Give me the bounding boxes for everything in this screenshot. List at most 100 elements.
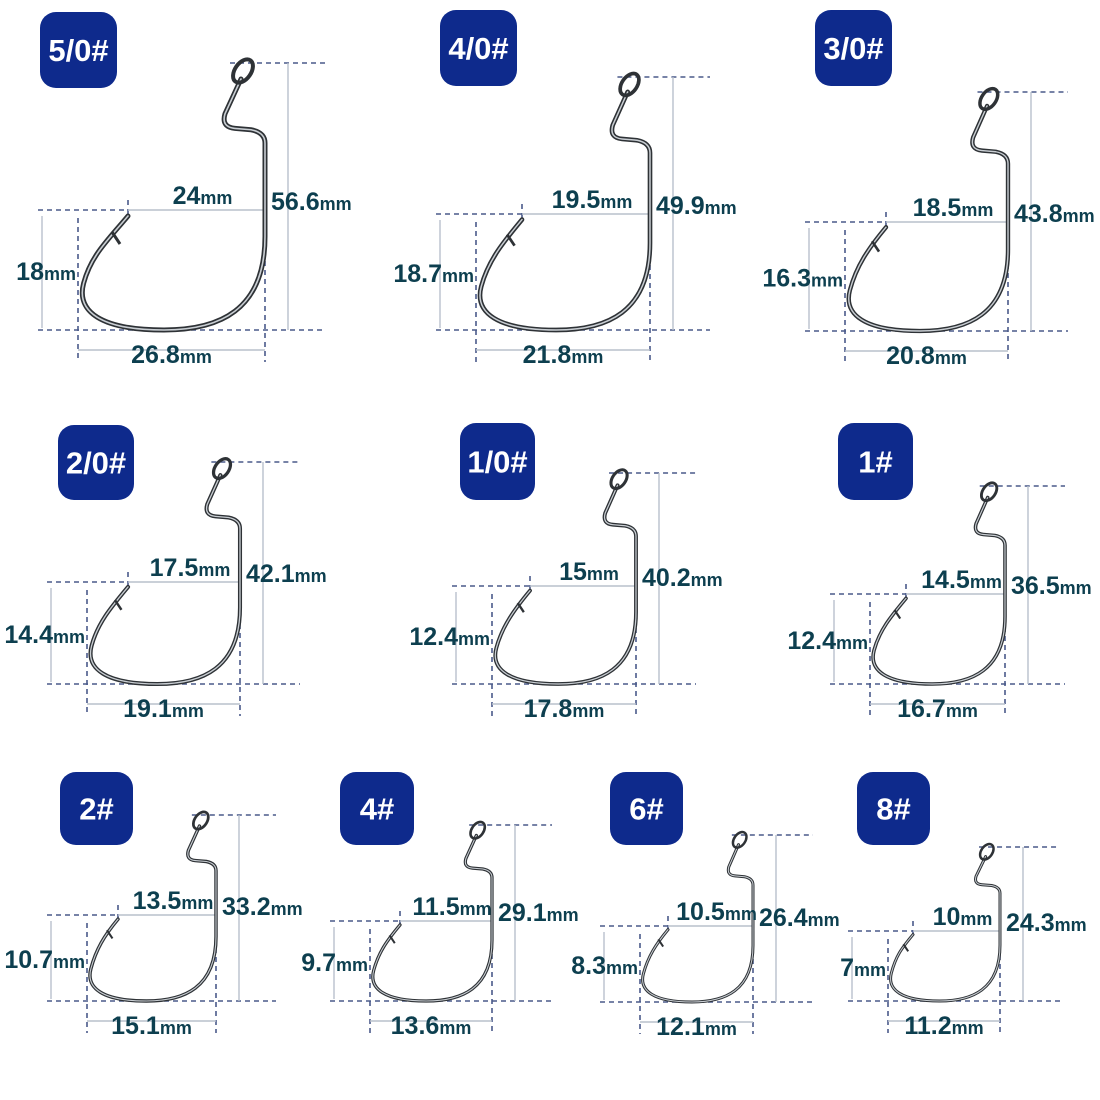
point-height-label-value: 10.7 <box>4 946 53 974</box>
hook-eye-icon <box>731 830 748 849</box>
gap-label-unit: mm <box>587 564 619 584</box>
width-label-value: 20.8 <box>886 342 935 370</box>
point-height-label: 9.7mm <box>301 949 368 977</box>
width-label-unit: mm <box>160 1018 192 1038</box>
size-badge <box>440 10 517 86</box>
gap-label-unit: mm <box>460 899 492 919</box>
hook-barb <box>902 943 910 952</box>
size-badge-label: 1/0# <box>467 445 527 480</box>
point-height-label: 18mm <box>16 258 76 286</box>
point-height-label-value: 16.3 <box>762 265 811 293</box>
hook-wire-highlight <box>848 105 1009 332</box>
width-label-value: 11.2 <box>904 1012 951 1040</box>
hook-wire-highlight <box>89 825 217 1002</box>
hook-wire-highlight <box>642 844 754 1003</box>
width-label-unit: mm <box>705 1019 737 1039</box>
point-height-label: 7mm <box>840 954 886 982</box>
size-badge-label: 5/0# <box>48 33 108 68</box>
hook-eye-icon <box>191 810 210 831</box>
width-label: 16.7mm <box>897 695 978 723</box>
length-label-value: 29.1 <box>498 899 547 927</box>
width-label-unit: mm <box>935 348 967 368</box>
length-label: 36.5mm <box>1011 572 1092 600</box>
length-label-unit: mm <box>1055 915 1087 935</box>
point-height-label-unit: mm <box>854 960 886 980</box>
size-badge <box>857 772 930 845</box>
gap-label-unit: mm <box>960 909 992 929</box>
width-label: 26.8mm <box>131 341 212 369</box>
point-height-label-value: 18.7 <box>393 260 442 288</box>
point-height-label: 18.7mm <box>393 260 474 288</box>
gap-label-unit: mm <box>970 572 1002 592</box>
width-label: 17.8mm <box>524 695 605 723</box>
size-badge <box>60 772 133 845</box>
hook-eye-icon <box>469 820 487 840</box>
length-label-value: 26.4 <box>759 904 808 932</box>
width-label: 13.6mm <box>391 1012 472 1040</box>
gap-label: 11.5mm <box>412 893 491 921</box>
hook-eye-icon <box>618 71 641 98</box>
point-height-label-value: 12.4 <box>409 623 458 651</box>
gap-label-unit: mm <box>961 200 993 220</box>
point-height-label-unit: mm <box>442 266 474 286</box>
length-label-unit: mm <box>547 905 579 925</box>
hook-wire-highlight <box>872 496 1006 685</box>
hook-wire-highlight <box>89 474 241 685</box>
gap-label: 10mm <box>933 903 993 931</box>
width-label-value: 16.7 <box>897 695 946 723</box>
point-height-label: 16.3mm <box>762 265 843 293</box>
gap-label: 19.5mm <box>552 186 633 214</box>
size-badge-label: 8# <box>876 792 910 827</box>
width-label-value: 26.8 <box>131 341 180 369</box>
length-label: 33.2mm <box>222 893 303 921</box>
point-height-label-unit: mm <box>44 264 76 284</box>
length-label-value: 40.2 <box>642 564 691 592</box>
hook-eye-icon <box>609 468 629 491</box>
point-height-label-value: 8.3 <box>571 952 606 980</box>
point-height-label-unit: mm <box>836 633 868 653</box>
gap-label-value: 24 <box>173 182 201 210</box>
point-height-label: 12.4mm <box>409 623 490 651</box>
length-label-value: 49.9 <box>656 192 705 220</box>
gap-label: 14.5mm <box>921 566 1002 594</box>
length-label-unit: mm <box>808 910 840 930</box>
gap-label: 17.5mm <box>150 554 231 582</box>
hook-barb <box>113 599 123 611</box>
width-label-unit: mm <box>571 347 603 367</box>
width-label: 21.8mm <box>523 341 604 369</box>
size-badge-label: 4# <box>360 792 394 827</box>
point-height-label-unit: mm <box>336 955 368 975</box>
point-height-label-unit: mm <box>606 958 638 978</box>
hook-eye-icon <box>978 86 1000 112</box>
point-height-label: 10.7mm <box>4 946 85 974</box>
gap-label: 10.5mm <box>676 898 757 926</box>
size-badge-label: 4/0# <box>448 31 508 66</box>
length-label-unit: mm <box>295 566 327 586</box>
hook-barb <box>505 233 516 247</box>
point-height-label-unit: mm <box>53 627 85 647</box>
size-badge <box>58 425 134 500</box>
hook-barb <box>106 929 114 940</box>
gap-label-value: 14.5 <box>921 566 970 594</box>
length-label-unit: mm <box>705 198 737 218</box>
point-height-label-value: 14.4 <box>4 621 53 649</box>
gap-label-value: 17.5 <box>150 554 199 582</box>
width-label-value: 19.1 <box>123 695 172 723</box>
gap-label-value: 10 <box>933 903 961 931</box>
length-label-value: 43.8 <box>1014 200 1063 228</box>
width-label-unit: mm <box>572 701 604 721</box>
size-badge-label: 2/0# <box>66 446 126 481</box>
width-label-unit: mm <box>952 1018 984 1038</box>
hook-barb <box>657 938 664 948</box>
gap-label: 18.5mm <box>913 194 994 222</box>
point-height-label-value: 7 <box>840 954 854 982</box>
gap-label-value: 15 <box>559 558 587 586</box>
